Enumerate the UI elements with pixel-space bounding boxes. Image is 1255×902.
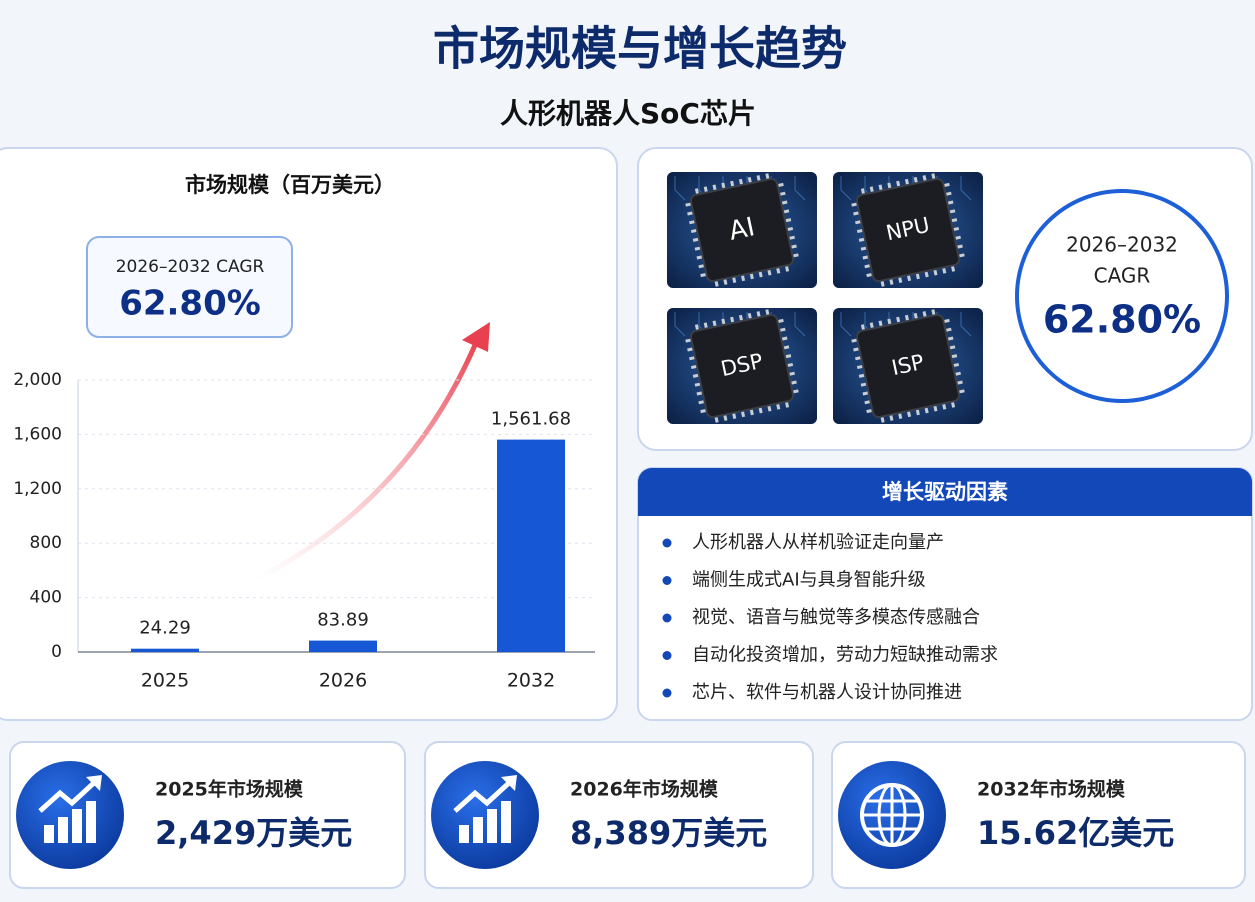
icon-arrow — [453, 779, 513, 813]
driver-item: 芯片、软件与机器人设计协同推进 — [692, 682, 962, 703]
chip: NPU — [851, 173, 965, 287]
cagr-circle-period: 2026–2032 — [1066, 233, 1178, 257]
icon-bar — [487, 809, 497, 843]
stat-value: 8,389万美元 — [570, 814, 767, 852]
icon-arrowhead — [86, 775, 102, 791]
bullet — [662, 576, 672, 585]
drivers-title: 增长驱动因素 — [882, 480, 1008, 504]
y-tick-label: 0 — [51, 642, 62, 662]
circuit-trace — [674, 176, 686, 201]
stat-icon — [16, 761, 124, 869]
chip-body — [689, 313, 795, 419]
icon-bar — [86, 801, 96, 843]
page-title: 市场规模与增长趋势 — [433, 22, 847, 76]
driver-item: 人形机器人从样机验证走向量产 — [692, 532, 944, 553]
drivers-header — [638, 468, 1252, 516]
stat-cards: 2025年市场规模 2,429万美元 2026年市场规模 8,389万美元 2032年市… — [9, 741, 1246, 889]
y-tick-label: 400 — [30, 588, 62, 608]
stat-value: 15.62亿美元 — [977, 814, 1174, 852]
circuit-trace — [960, 176, 972, 201]
cagr-circle — [1015, 189, 1229, 403]
bar-value-label: 1,561.68 — [491, 409, 571, 430]
driver-item: 端侧生成式AI与具身智能升级 — [692, 570, 926, 591]
chip-body — [855, 177, 961, 283]
x-tick-label: 2025 — [141, 670, 189, 692]
stat-icon — [431, 761, 539, 869]
chip: DSP — [685, 309, 799, 423]
chip-body — [855, 313, 961, 419]
bullet — [662, 688, 672, 698]
bar-value-label: 83.89 — [317, 610, 369, 631]
icon-arrow — [38, 779, 98, 813]
stat-label: 2032年市场规模 — [977, 778, 1126, 801]
chart-title: 市场规模（百万美元） — [185, 173, 395, 197]
icon-bar — [58, 817, 68, 843]
growth-arrow — [253, 337, 481, 583]
icon-bar — [72, 809, 82, 843]
cagr-circle-metric: CAGR — [1094, 264, 1151, 288]
y-tick-label: 2,000 — [13, 370, 62, 390]
circuit-trace — [794, 312, 806, 337]
stat-label: 2026年市场规模 — [570, 778, 719, 801]
circuit-trace — [960, 312, 972, 337]
x-tick-label: 2026 — [319, 670, 367, 692]
stat-card — [831, 741, 1246, 889]
bar — [309, 640, 377, 652]
growth-arrowhead — [462, 322, 490, 352]
cagr-box-label: 2026–2032 CAGR — [116, 257, 265, 277]
cagr-box-value: 62.80% — [119, 284, 261, 324]
bar-chart: 0 400 800 1,200 1,600 2,000 2025 24.29 2026 83.89… — [13, 370, 595, 692]
bullet — [662, 538, 672, 548]
circuit-trace — [840, 312, 852, 337]
bar-value-label: 24.29 — [139, 618, 191, 639]
chip-images: AI NPU DSP ISP — [667, 172, 983, 424]
drivers-list: 人形机器人从样机验证走向量产端侧生成式AI与具身智能升级视觉、语音与触觉等多模态… — [662, 532, 998, 703]
circuit-trace — [674, 312, 686, 337]
chip: ISP — [851, 309, 965, 423]
bullet — [662, 651, 672, 660]
icon-arrowhead — [501, 775, 517, 791]
circuit-trace — [840, 176, 852, 201]
y-tick-label: 1,200 — [13, 479, 62, 499]
circuit-trace — [794, 176, 806, 201]
chip-body — [689, 177, 795, 283]
bullet — [662, 613, 672, 623]
icon-bar — [501, 801, 511, 843]
y-tick-label: 800 — [30, 533, 62, 553]
stat-label: 2025年市场规模 — [155, 778, 304, 801]
chip-label: AI — [726, 212, 757, 247]
page-subtitle: 人形机器人SoC芯片 — [500, 97, 756, 130]
cagr-box — [86, 236, 293, 338]
icon-bar — [473, 817, 483, 843]
icon-bar — [459, 825, 469, 843]
stat-value: 2,429万美元 — [155, 814, 352, 852]
bar — [131, 648, 199, 652]
driver-item: 自动化投资增加，劳动力短缺推动需求 — [692, 645, 998, 666]
bar — [497, 439, 565, 652]
driver-item: 视觉、语音与触觉等多模态传感融合 — [692, 607, 980, 628]
cagr-circle-value: 62.80% — [1043, 298, 1201, 342]
icon-bar — [44, 825, 54, 843]
chip: AI — [685, 173, 799, 287]
x-tick-label: 2032 — [507, 670, 555, 692]
y-tick-label: 1,600 — [13, 424, 62, 444]
